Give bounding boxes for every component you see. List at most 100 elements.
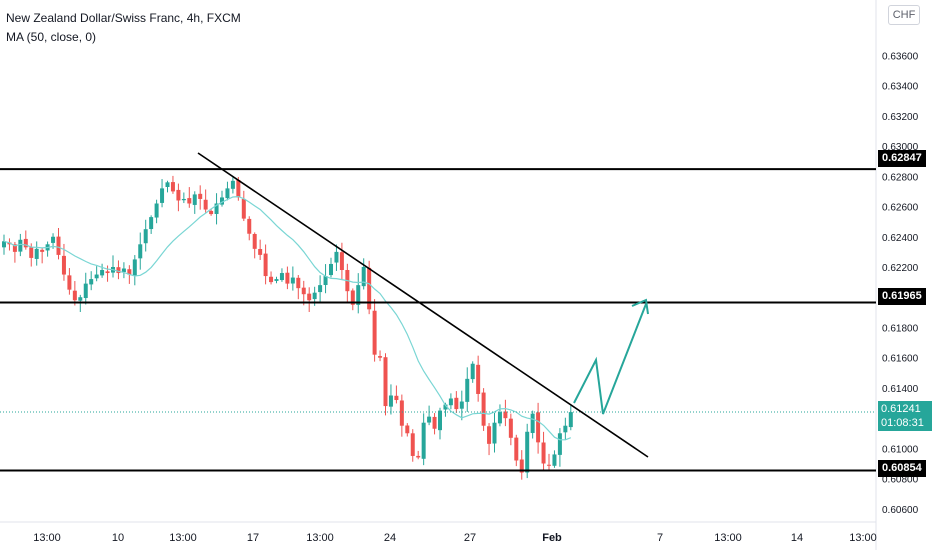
candle-body <box>143 229 148 244</box>
candle-body <box>247 218 252 234</box>
candle-body <box>487 426 492 444</box>
candle-body <box>176 189 181 201</box>
candle-body <box>312 292 317 300</box>
x-tick-label: 13:00 <box>306 532 334 544</box>
candle-body <box>225 188 230 199</box>
price-tag-resistance: 0.62847 <box>878 150 926 167</box>
projection-arrow-head <box>631 298 649 315</box>
y-tick-label: 0.63600 <box>882 51 919 62</box>
candle-body <box>410 433 415 456</box>
candle-body <box>220 197 224 205</box>
y-tick-label: 0.63200 <box>882 112 919 123</box>
trendline[interactable] <box>197 152 649 458</box>
candle-body <box>388 395 393 407</box>
y-tick-label: 0.60800 <box>882 475 919 486</box>
candle-body <box>18 239 23 252</box>
candle-body <box>192 194 197 205</box>
candle-body <box>459 401 464 409</box>
y-tick-label: 0.62200 <box>882 263 919 274</box>
y-tick-label: 0.61400 <box>882 384 919 395</box>
y-tick-label: 0.62600 <box>882 203 919 214</box>
candle-body <box>448 398 453 406</box>
candle-body <box>279 273 284 281</box>
candle-body <box>443 404 448 410</box>
candle-body <box>258 248 263 255</box>
candle-body <box>350 290 355 305</box>
candle-body <box>160 188 165 203</box>
candle-body <box>307 293 312 301</box>
candle-body <box>508 418 513 438</box>
candle-body <box>563 425 568 433</box>
candle-body <box>165 182 170 188</box>
x-tick-label: 27 <box>464 532 476 544</box>
x-tick-label: 24 <box>384 532 396 544</box>
candle-body <box>497 412 502 424</box>
candle-body <box>203 199 208 210</box>
candle-body <box>514 437 519 461</box>
current-price: 0.61241 <box>881 403 921 415</box>
candle-body <box>547 464 551 466</box>
candle-body <box>274 279 279 281</box>
candle-body <box>269 276 274 283</box>
candle-body <box>301 287 306 295</box>
chart-legend: New Zealand Dollar/Swiss Franc, 4h, FXCM… <box>6 9 241 47</box>
candle-body <box>372 310 377 355</box>
candle-body <box>154 203 159 218</box>
candle-body <box>394 395 399 401</box>
candle-body <box>421 422 426 459</box>
candle-body <box>252 233 257 249</box>
candle-body <box>356 285 361 305</box>
candle-body <box>557 433 562 455</box>
y-tick-label: 0.61800 <box>882 323 919 334</box>
candle-body <box>83 283 88 299</box>
candle-body <box>399 400 404 426</box>
x-tick-label: 13:00 <box>33 532 61 544</box>
candle-body <box>181 198 186 201</box>
moving-average-line <box>3 195 572 441</box>
candle-body <box>187 198 192 204</box>
candle-body <box>334 251 339 263</box>
candle-body <box>481 392 486 426</box>
candle-body <box>89 279 94 285</box>
candle-body <box>378 356 383 358</box>
candle-body <box>29 247 34 258</box>
x-tick-label: 13:00 <box>169 532 197 544</box>
currency-button[interactable]: CHF <box>888 5 920 25</box>
candle-body <box>536 412 541 443</box>
candle-body <box>40 249 45 252</box>
candle-body <box>214 203 219 214</box>
candle-body <box>78 297 83 301</box>
candle-body <box>132 259 137 276</box>
y-tick-label: 0.62800 <box>882 172 919 183</box>
y-tick-label: 0.62400 <box>882 233 919 244</box>
x-tick-label: 10 <box>112 532 124 544</box>
candle-body <box>427 416 432 423</box>
price-tag-support: 0.60854 <box>878 460 926 477</box>
candle-body <box>170 182 175 192</box>
candle-body <box>61 255 66 275</box>
candle-body <box>296 277 301 289</box>
candle-body <box>465 378 470 402</box>
candle-body <box>34 248 39 259</box>
candle-body <box>290 277 295 284</box>
x-tick-label: 17 <box>247 532 259 544</box>
candle-body <box>285 272 290 284</box>
candle-body <box>198 193 203 199</box>
candle-body <box>541 442 546 464</box>
candle-body <box>492 422 497 444</box>
candle-body <box>530 413 535 434</box>
candle-body <box>361 266 366 287</box>
y-tick-label: 0.60600 <box>882 505 919 516</box>
candle-body <box>72 290 77 301</box>
candle-body <box>56 236 61 255</box>
candle-body <box>121 268 126 273</box>
candle-body <box>339 252 344 271</box>
projection-arrow[interactable] <box>573 303 647 415</box>
x-tick-label: 13:00 <box>849 532 877 544</box>
candle-body <box>100 270 105 276</box>
candle-body <box>552 454 557 466</box>
bar-countdown: 01:08:31 <box>881 417 924 429</box>
candle-body <box>329 263 333 276</box>
candle-body <box>525 431 530 473</box>
